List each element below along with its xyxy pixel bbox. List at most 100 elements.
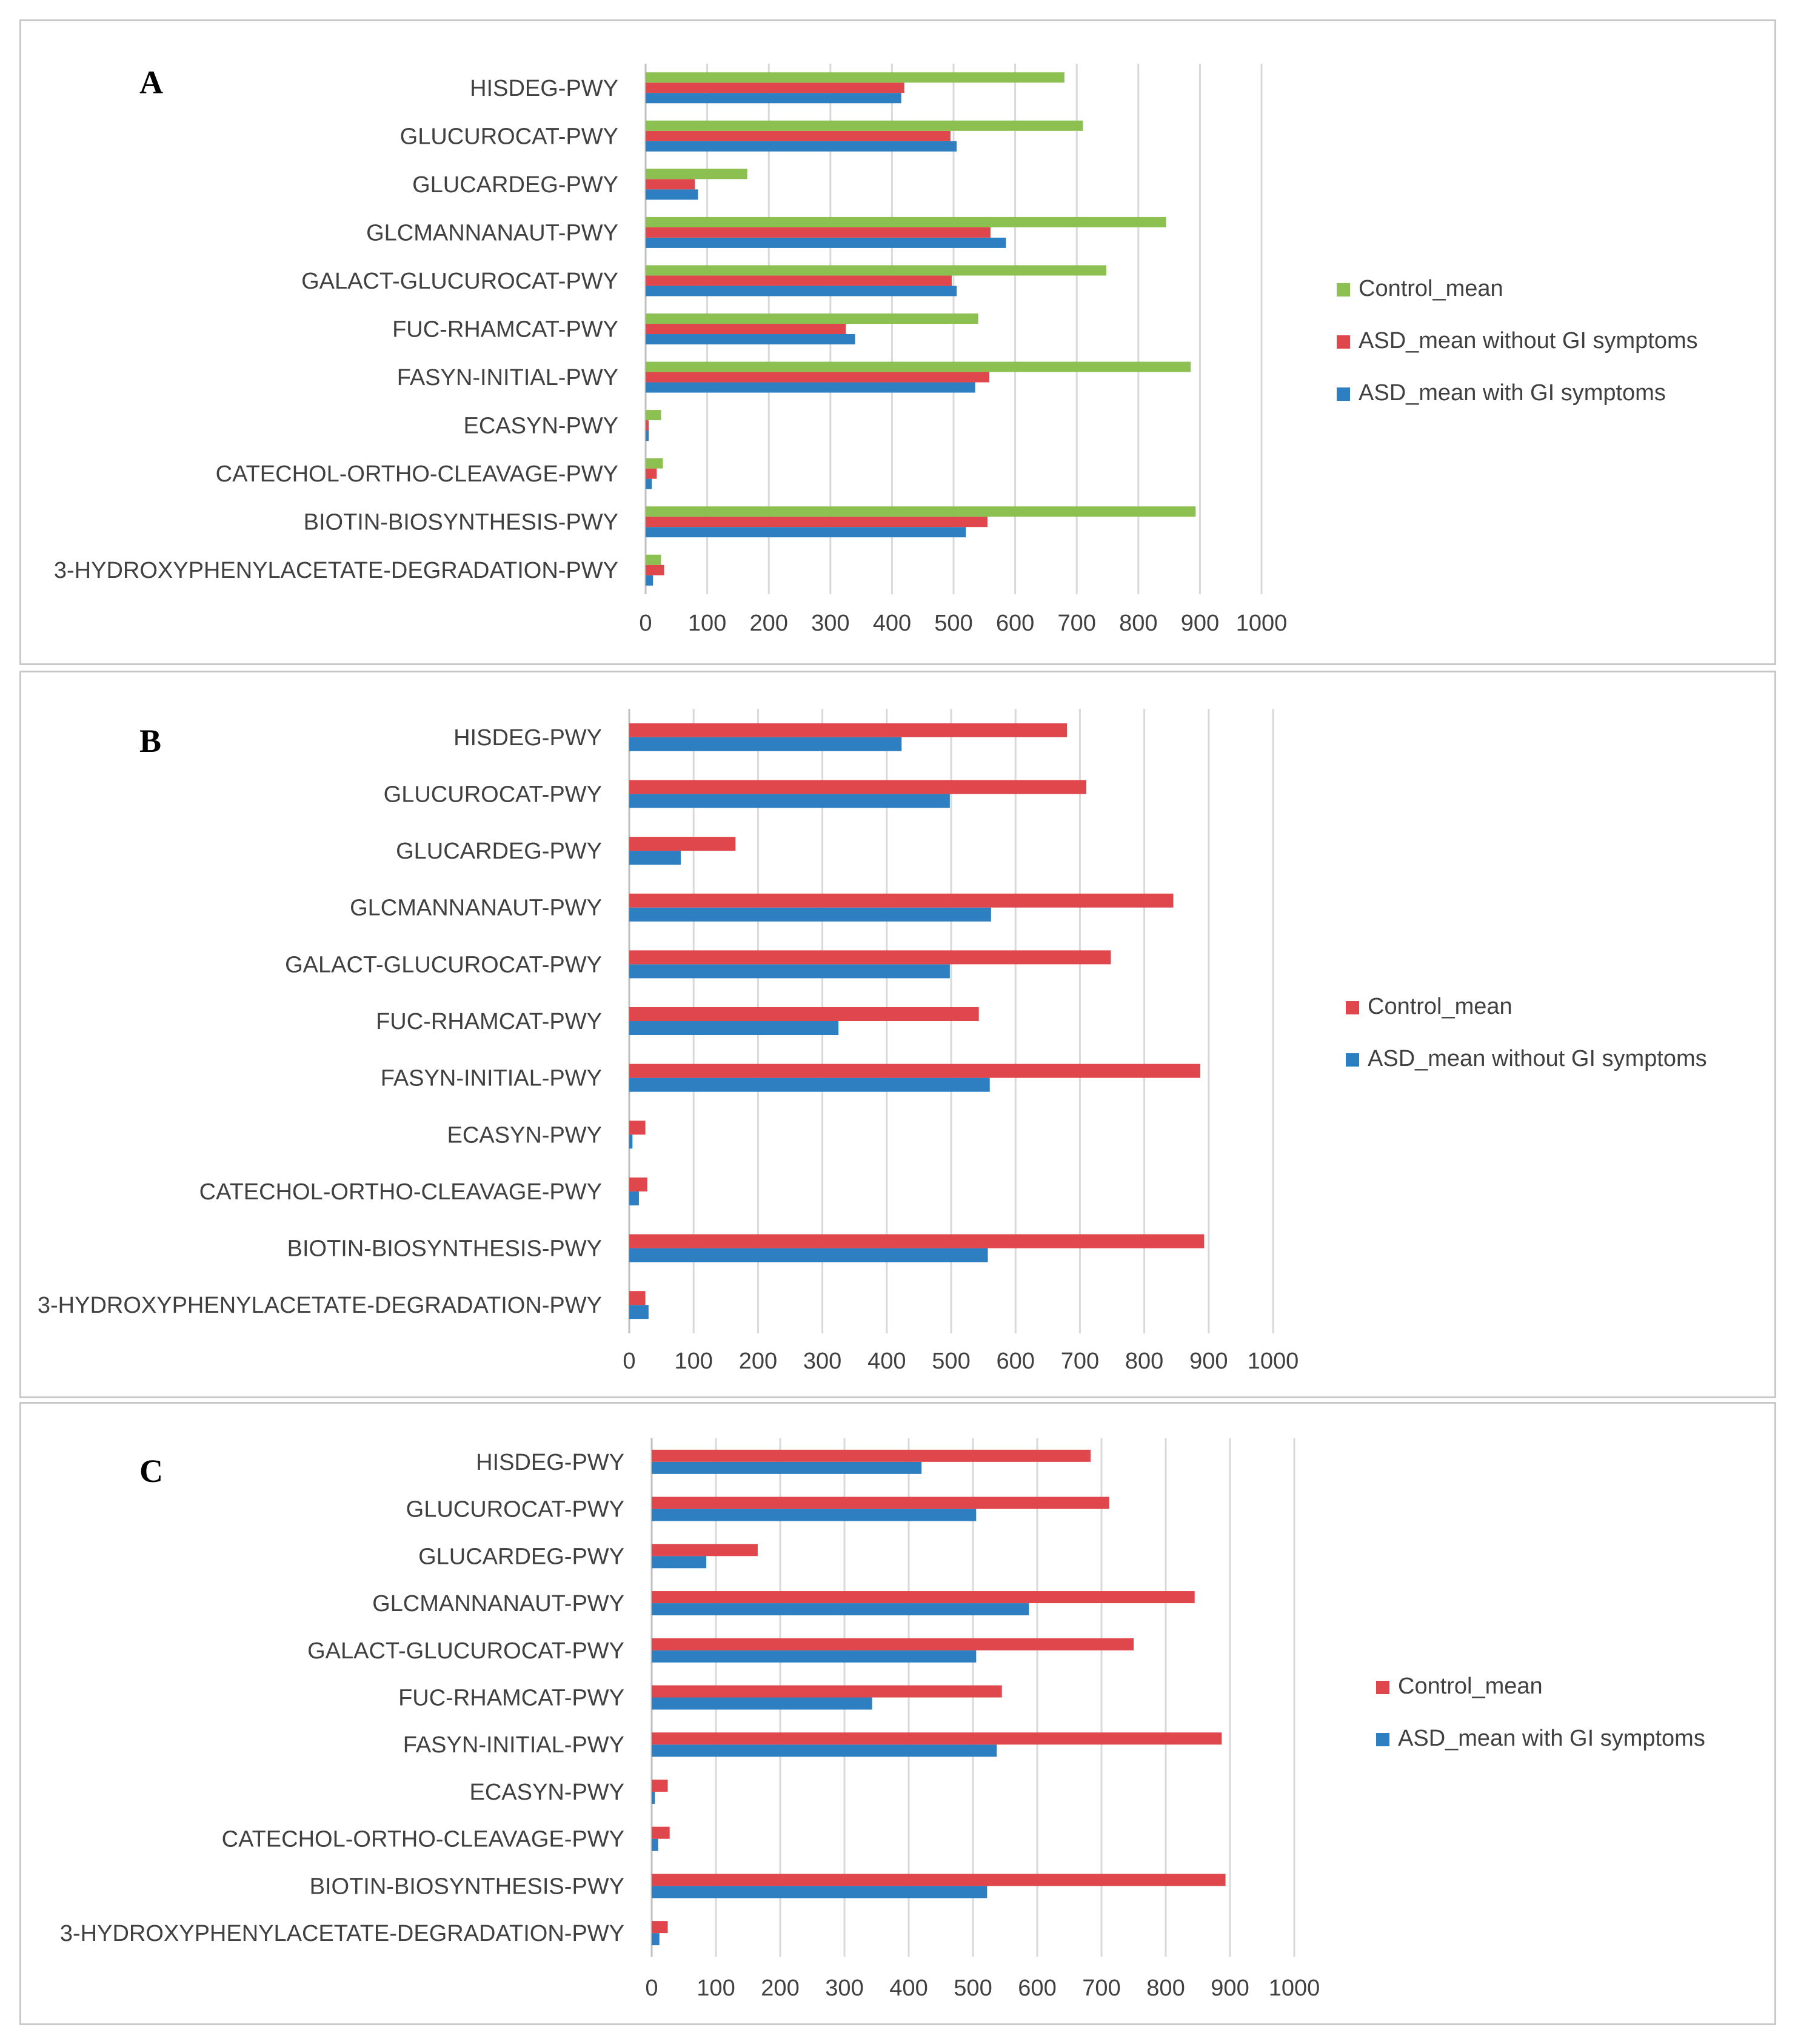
- chart-panel-b: B 0 100 200 300 400 500 600 700 800 900 1000 HISDEG…: [19, 671, 1776, 1398]
- legend-swatch: [1337, 335, 1350, 349]
- legend-swatch: [1376, 1733, 1389, 1746]
- bar: [646, 141, 957, 152]
- legend-label: Control_mean: [1398, 1674, 1543, 1699]
- bar: [646, 82, 904, 93]
- x-tick-label: 800: [1119, 611, 1157, 636]
- bar: [629, 1121, 646, 1135]
- bar: [629, 1064, 1200, 1078]
- bar: [646, 120, 1083, 131]
- bar: [629, 837, 736, 851]
- bar: [646, 575, 653, 586]
- bar: [652, 1933, 660, 1946]
- x-tick-label: 600: [996, 611, 1034, 636]
- category-label: CATECHOL-ORTHO-CLEAVAGE-PWY: [199, 1179, 602, 1205]
- category-label: FUC-RHAMCAT-PWY: [398, 1686, 624, 1711]
- x-tick-label: 700: [1082, 1975, 1120, 2001]
- bar: [629, 794, 950, 808]
- category-label: HISDEG-PWY: [453, 725, 602, 751]
- bar: [646, 324, 846, 334]
- x-tick-label: 0: [623, 1349, 635, 1374]
- bar: [646, 313, 978, 324]
- x-tick-label: 500: [934, 611, 972, 636]
- category-label: ECASYN-PWY: [470, 1780, 624, 1805]
- bar: [646, 410, 661, 421]
- legend-swatch: [1337, 283, 1350, 297]
- x-tick-label: 1000: [1269, 1975, 1320, 2001]
- category-label: CATECHOL-ORTHO-CLEAVAGE-PWY: [222, 1827, 624, 1852]
- x-tick-label: 900: [1189, 1349, 1228, 1374]
- legend-label: ASD_mean with GI symptoms: [1359, 380, 1666, 406]
- bar: [646, 265, 1106, 276]
- bar: [646, 382, 975, 393]
- bar: [629, 1234, 1205, 1248]
- legend-label: ASD_mean without GI symptoms: [1368, 1046, 1707, 1071]
- category-label: GLUCUROCAT-PWY: [384, 782, 602, 807]
- category-label: BIOTIN-BIOSYNTHESIS-PWY: [304, 510, 618, 535]
- chart-panel-a: A 0 100 200 300 400 500 600 700 800 900 1000 HISDEG…: [19, 19, 1776, 665]
- bar: [652, 1874, 1226, 1886]
- x-tick-label: 900: [1181, 611, 1219, 636]
- bar: [652, 1732, 1222, 1745]
- x-tick-label: 300: [825, 1975, 863, 2001]
- x-tick-label: 600: [1018, 1975, 1056, 2001]
- legend-label: Control_mean: [1359, 276, 1503, 301]
- legend-swatch: [1346, 1053, 1359, 1067]
- bar: [629, 907, 991, 922]
- bar: [652, 1449, 1091, 1462]
- bar: [629, 851, 681, 865]
- legend-label: ASD_mean with GI symptoms: [1398, 1726, 1705, 1751]
- x-tick-label: 100: [674, 1349, 712, 1374]
- x-tick-label: 800: [1125, 1349, 1163, 1374]
- bar: [652, 1791, 655, 1804]
- bar: [652, 1826, 670, 1839]
- x-tick-label: 500: [932, 1349, 970, 1374]
- x-tick-label: 800: [1146, 1975, 1185, 2001]
- bar: [652, 1697, 872, 1710]
- category-label: GLCMANNANAUT-PWY: [372, 1591, 624, 1617]
- bar: [646, 554, 661, 565]
- bar: [652, 1556, 707, 1569]
- bar: [646, 431, 649, 441]
- bar: [629, 1077, 990, 1092]
- category-label: 3-HYDROXYPHENYLACETATE-DEGRADATION-PWY: [60, 1921, 624, 1946]
- chart-c-svg: 0 100 200 300 400 500 600 700 800 900 1000 HISDEG-P…: [60, 1438, 1705, 2001]
- x-tick-label: 0: [639, 611, 652, 636]
- legend-swatch: [1337, 387, 1350, 401]
- bar: [646, 275, 952, 286]
- bar: [646, 361, 1191, 372]
- bar: [652, 1685, 1002, 1698]
- x-tick-label: 100: [688, 611, 726, 636]
- x-tick-label: 300: [803, 1349, 841, 1374]
- bar: [646, 506, 1196, 517]
- bar: [646, 216, 1166, 227]
- bar: [652, 1509, 977, 1521]
- bar: [629, 1177, 647, 1191]
- bar: [646, 334, 855, 344]
- category-label: BIOTIN-BIOSYNTHESIS-PWY: [287, 1236, 602, 1262]
- bar: [646, 189, 698, 200]
- category-label: FASYN-INITIAL-PWY: [403, 1732, 624, 1758]
- category-label: FASYN-INITIAL-PWY: [397, 365, 618, 390]
- category-label: GLCMANNANAUT-PWY: [366, 220, 618, 246]
- bar: [652, 1921, 668, 1934]
- legend-label: ASD_mean without GI symptoms: [1359, 328, 1698, 354]
- x-tick-label: 700: [1057, 611, 1095, 636]
- category-label: GLUCUROCAT-PWY: [406, 1497, 624, 1523]
- bar: [646, 169, 747, 179]
- bar: [629, 1021, 839, 1035]
- category-label: FUC-RHAMCAT-PWY: [376, 1009, 602, 1034]
- bar: [629, 964, 950, 979]
- bar: [629, 737, 902, 751]
- bar: [646, 227, 991, 238]
- panel-label-a: A: [139, 64, 163, 101]
- bar: [652, 1603, 1029, 1616]
- bar: [646, 372, 989, 383]
- legend-label: Control_mean: [1368, 994, 1513, 1019]
- bar: [646, 478, 652, 489]
- legend-swatch: [1346, 1001, 1359, 1014]
- panel-label-c: C: [139, 1453, 163, 1489]
- category-label: 3-HYDROXYPHENYLACETATE-DEGRADATION-PWY: [38, 1293, 602, 1318]
- x-tick-label: 400: [889, 1975, 928, 2001]
- x-tick-label: 400: [867, 1349, 906, 1374]
- bar: [652, 1650, 977, 1663]
